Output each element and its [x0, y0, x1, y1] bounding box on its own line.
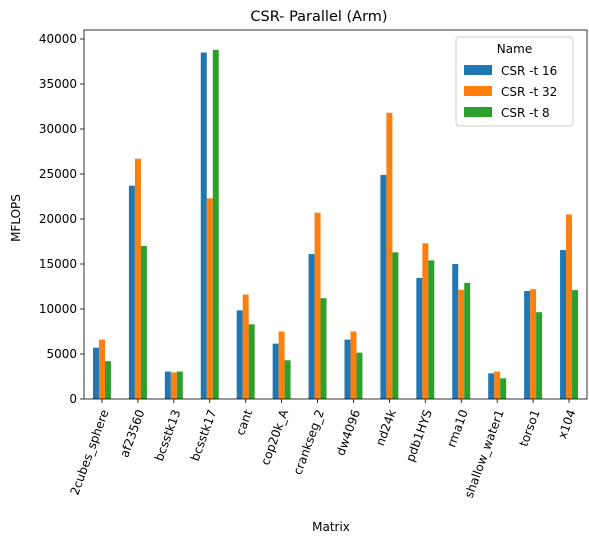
legend-title: Name — [497, 42, 532, 56]
x-tick-label: af23560 — [117, 408, 147, 460]
bar-af23560-series-3 — [141, 246, 147, 399]
bar-nd24k-series-2 — [386, 113, 392, 399]
x-tick-label: nd24k — [373, 408, 399, 448]
y-tick-label: 30000 — [39, 122, 77, 136]
x-axis: 2cubes_sphere af23560 bcsstk13 bcsstk17 cant… — [68, 399, 579, 500]
x-tick-label: rma10 — [444, 408, 471, 449]
y-tick-label: 25000 — [39, 167, 77, 181]
bar-af23560-series-1 — [129, 186, 135, 399]
legend: Name CSR -t 16 CSR -t 32 CSR -t 8 — [456, 37, 573, 126]
x-tick-label: bcsstk13 — [152, 408, 184, 463]
bar-pdb1HYS-series-3 — [428, 260, 434, 399]
x-tick-label: dw4096 — [333, 408, 363, 458]
bar-crankseg_2-series-3 — [321, 298, 327, 399]
legend-label-series-2: CSR -t 32 — [501, 85, 557, 99]
y-tick-label: 15000 — [39, 257, 77, 271]
bar-dw4096-series-3 — [356, 353, 362, 399]
x-tick-label: 2cubes_sphere — [68, 408, 112, 497]
bar-rma10-series-3 — [464, 283, 470, 399]
y-tick-label: 35000 — [39, 77, 77, 91]
y-tick-label: 5000 — [46, 347, 77, 361]
bar-nd24k-series-1 — [380, 175, 386, 399]
bar-shallow_water1-series-2 — [494, 372, 500, 399]
bar-x104-series-2 — [566, 215, 572, 400]
bar-bcsstk17-series-2 — [207, 198, 213, 399]
x-tick-label: cant — [233, 407, 255, 437]
bar-bcsstk13-series-1 — [165, 372, 171, 399]
chart-title: CSR- Parallel (Arm) — [250, 9, 387, 25]
bar-cop20k_A-series-1 — [273, 344, 279, 399]
x-tick-label: shallow_water1 — [462, 408, 507, 500]
bar-2cubes_sphere-series-3 — [105, 361, 111, 399]
bar-dw4096-series-1 — [344, 340, 350, 399]
bar-shallow_water1-series-1 — [488, 373, 494, 399]
y-axis: 0 5000 10000 15000 20000 25000 30000 35000 40000 — [39, 32, 84, 406]
bar-cant-series-2 — [243, 295, 249, 399]
y-axis-label: MFLOPS — [9, 194, 23, 242]
y-tick-label: 10000 — [39, 302, 77, 316]
bar-rma10-series-1 — [452, 264, 458, 399]
legend-swatch-series-2 — [464, 86, 492, 96]
bar-x104-series-3 — [572, 290, 578, 399]
bar-pdb1HYS-series-1 — [416, 278, 422, 399]
bar-cop20k_A-series-2 — [279, 332, 285, 400]
bar-2cubes_sphere-series-1 — [93, 348, 99, 399]
x-tick-label: torso1 — [516, 408, 542, 449]
bar-cant-series-1 — [237, 310, 243, 399]
bar-torso1-series-2 — [530, 289, 536, 399]
bar-bcsstk13-series-2 — [171, 372, 177, 399]
legend-label-series-3: CSR -t 8 — [501, 106, 550, 120]
bar-torso1-series-1 — [524, 291, 530, 399]
bar-pdb1HYS-series-2 — [422, 243, 428, 399]
bar-crankseg_2-series-2 — [315, 213, 321, 399]
x-tick-label: crankseg_2 — [291, 408, 328, 477]
bar-bcsstk17-series-3 — [213, 50, 219, 399]
bar-cop20k_A-series-3 — [285, 360, 291, 399]
bar-af23560-series-2 — [135, 159, 141, 399]
legend-swatch-series-1 — [464, 65, 492, 75]
bar-x104-series-1 — [560, 250, 566, 399]
bar-bcsstk13-series-3 — [177, 372, 183, 399]
x-tick-label: cop20k_A — [258, 407, 291, 467]
bar-rma10-series-2 — [458, 290, 464, 399]
bar-bcsstk17-series-1 — [201, 53, 207, 400]
legend-swatch-series-3 — [464, 107, 492, 117]
y-tick-label: 40000 — [39, 32, 77, 46]
x-tick-label: bcsstk17 — [188, 408, 220, 463]
x-tick-label: pdb1HYS — [403, 408, 435, 464]
y-tick-label: 0 — [69, 392, 77, 406]
bar-shallow_water1-series-3 — [500, 378, 506, 399]
y-tick-label: 20000 — [39, 212, 77, 226]
bar-nd24k-series-3 — [392, 252, 398, 399]
legend-label-series-1: CSR -t 16 — [501, 64, 557, 78]
bar-cant-series-3 — [249, 324, 255, 399]
bar-2cubes_sphere-series-2 — [99, 340, 105, 399]
x-tick-label: x104 — [555, 408, 578, 441]
bar-crankseg_2-series-1 — [309, 254, 315, 399]
bar-dw4096-series-2 — [350, 332, 356, 400]
bar-torso1-series-3 — [536, 312, 542, 399]
x-axis-label: Matrix — [312, 520, 350, 534]
